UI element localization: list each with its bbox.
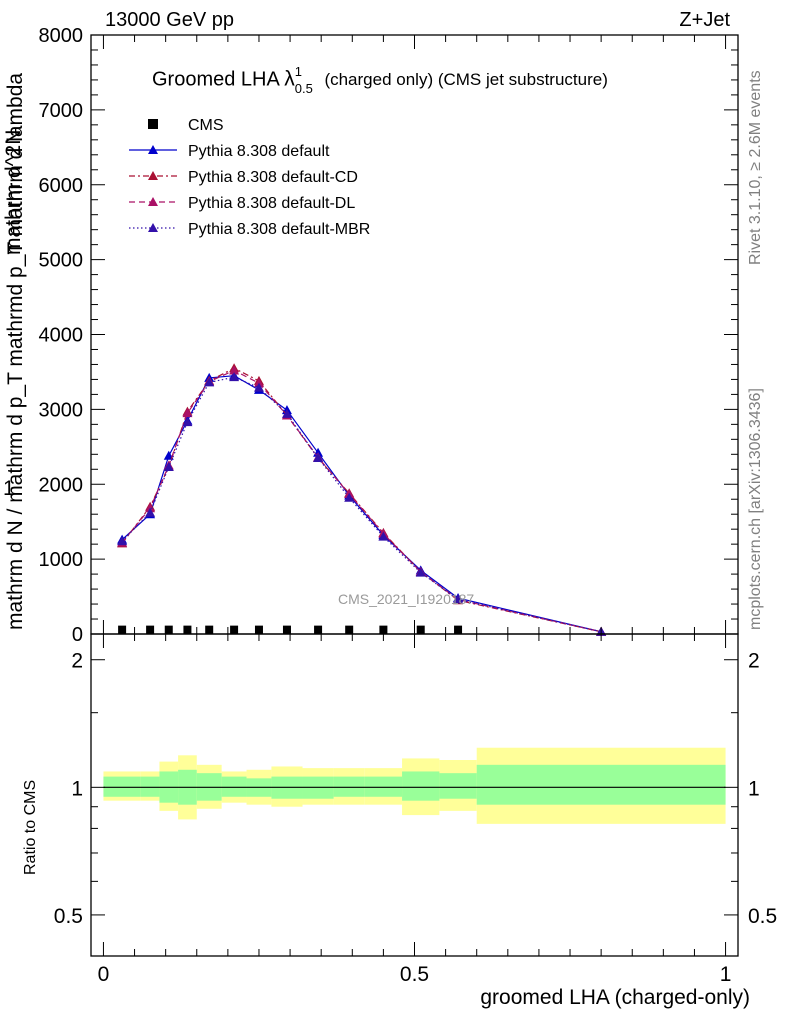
legend-marker (148, 197, 158, 206)
ratio-band-inner (476, 764, 726, 805)
y-tick-label: 1000 (39, 549, 84, 571)
y-tick-label: 8000 (39, 25, 84, 47)
series-marker (163, 462, 174, 472)
cms-point (118, 625, 127, 634)
process-label: Z+Jet (679, 9, 730, 31)
cms-point (146, 625, 155, 634)
series-marker (145, 507, 156, 517)
cms-point (345, 625, 354, 634)
cms-point (230, 625, 239, 634)
energy-label: 13000 GeV pp (105, 9, 234, 31)
y-tick-label: 2000 (39, 474, 84, 496)
series-marker (281, 408, 292, 418)
y-tick-label: 6000 (39, 175, 84, 197)
series-marker (453, 594, 464, 604)
series-marker (378, 531, 389, 541)
legend-marker (148, 171, 158, 180)
watermark: CMS_2021_I1920187 (338, 591, 475, 607)
legend-label: Pythia 8.308 default-MBR (188, 221, 370, 238)
series-marker (182, 408, 193, 418)
y-tick-label: 3000 (39, 399, 84, 421)
series-marker (163, 450, 174, 460)
ratio-y-tick-label: 0.5 (54, 905, 83, 928)
y-tick-label: 0 (72, 624, 83, 646)
main-axes: 0 1000 2000 3000 4000 5000 6000 7000 8000 (39, 25, 739, 646)
series-marker (313, 453, 324, 463)
ratio-y-tick-label-right: 1 (748, 777, 760, 800)
ratio-y-tick-label: 1 (71, 777, 83, 800)
cms-point (282, 625, 291, 634)
plot-title-sub: 0.5 (294, 81, 313, 96)
ratio-bands-layer (103, 747, 726, 824)
main-series-layer (117, 363, 607, 636)
series-marker (182, 417, 193, 427)
series-line (121, 376, 602, 633)
ratio-y-tick-label: 2 (71, 650, 83, 673)
plot-title-rest: (charged only) (CMS jet substructure) (324, 70, 608, 90)
ratio-y-tick-label-right: 2 (748, 650, 760, 673)
ratio-band-inner (140, 776, 160, 797)
ratio-axes: 0.5 0.5 1 1 2 2 0 0.5 1 (54, 633, 777, 986)
plot-title-sup: 1 (294, 64, 303, 79)
ratio-y-tick-label-right: 0.5 (748, 905, 777, 928)
legend-label: Pythia 8.308 default-CD (188, 169, 358, 186)
cms-point (314, 625, 323, 634)
legend-marker (148, 223, 158, 232)
series-marker (229, 365, 240, 375)
series-marker (344, 492, 355, 502)
y-axis-label-one: 1 (3, 477, 15, 500)
ratio-band-inner (221, 776, 247, 797)
legend-label: Pythia 8.308 default (188, 143, 330, 160)
cms-point (416, 625, 425, 634)
cms-point (164, 625, 173, 634)
y-tick-label: 7000 (39, 100, 84, 122)
ratio-band-inner (364, 776, 403, 797)
series-line (121, 369, 602, 633)
ratio-band-inner (333, 776, 365, 797)
x-tick-label: 0 (98, 963, 110, 986)
cms-point (183, 625, 192, 634)
y-tick-label: 5000 (39, 250, 84, 272)
legend-marker-cms (148, 119, 158, 129)
plot-title-lambda: λ (284, 67, 295, 91)
series-marker (415, 567, 426, 577)
series-marker (229, 372, 240, 382)
series-line (121, 367, 602, 633)
y-axis-label-ratio: Ratio to CMS (22, 779, 39, 875)
x-tick-label: 1 (720, 963, 732, 986)
legend-marker (148, 145, 158, 154)
mcplots-label: mcplots.cern.ch [arXiv:1306.3436] (747, 388, 764, 630)
legend: CMS Pythia 8.308 default Pythia 8.308 defa… (129, 117, 370, 238)
ratio-band-inner (402, 771, 440, 801)
rivet-label: Rivet 3.1.10, ≥ 2.6M events (747, 70, 764, 265)
series-marker (253, 382, 264, 392)
ratio-band-inner (103, 776, 141, 797)
cms-point (454, 625, 463, 634)
plot-title: Groomed LHA λ 1 0.5 (charged only) (CMS je… (152, 64, 608, 96)
legend-label: Pythia 8.308 default-DL (188, 195, 355, 212)
y-axis-label-num: mathrm d^2N (2, 129, 25, 255)
legend-label: CMS (188, 117, 224, 134)
y-tick-label: 4000 (39, 325, 84, 347)
series-marker (204, 377, 215, 387)
series-marker (117, 536, 128, 546)
ratio-band-inner (439, 773, 477, 799)
cms-point (205, 625, 214, 634)
x-axis-label: groomed LHA (charged-only) (480, 986, 750, 1009)
x-tick-label: 0.5 (400, 963, 429, 986)
plot-title-main: Groomed LHA (152, 68, 279, 91)
